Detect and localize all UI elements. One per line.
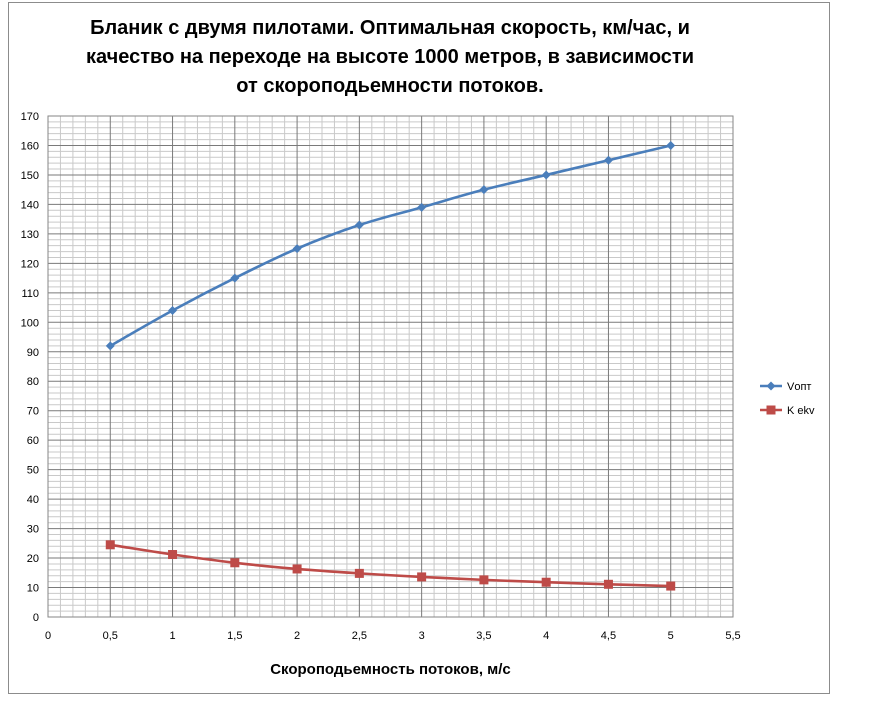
data-point — [105, 540, 115, 550]
y-tick-label: 60 — [27, 435, 39, 447]
minor-gridlines — [48, 116, 733, 617]
y-tick-label: 40 — [27, 494, 39, 506]
data-point — [479, 575, 489, 585]
y-tick-label: 120 — [21, 258, 39, 270]
data-point — [230, 273, 240, 283]
data-point — [292, 244, 302, 254]
chart-title: Бланик с двумя пилотами. Оптимальная ско… — [20, 14, 760, 101]
data-point — [479, 185, 489, 195]
data-point — [417, 202, 427, 212]
legend-swatch-marker — [766, 405, 776, 415]
legend-item: Vопт — [760, 381, 811, 393]
data-point — [168, 550, 178, 560]
y-tick-label: 0 — [33, 612, 39, 624]
y-tick-label: 170 — [21, 111, 39, 123]
legend-label: K ekv — [787, 405, 815, 417]
axis-ticks: 0102030405060708090100110120130140150160… — [21, 111, 741, 642]
y-tick-label: 150 — [21, 170, 39, 182]
major-gridlines — [47, 115, 734, 618]
chart-title-line-2: качество на переходе на высоте 1000 метр… — [86, 46, 694, 68]
data-point — [666, 140, 676, 150]
y-tick-label: 20 — [27, 553, 39, 565]
y-tick-label: 100 — [21, 317, 39, 329]
x-tick-label: 3,5 — [476, 630, 491, 642]
y-tick-label: 30 — [27, 524, 39, 536]
data-point — [354, 220, 364, 230]
data-point — [105, 341, 115, 351]
legend-item: K ekv — [760, 405, 815, 417]
plot-area-border — [47, 115, 734, 618]
series-2 — [105, 540, 676, 591]
legend-swatch-marker — [766, 381, 776, 391]
data-point — [603, 155, 613, 165]
y-tick-label: 90 — [27, 347, 39, 359]
x-tick-label: 1,5 — [227, 630, 242, 642]
x-tick-label: 2,5 — [352, 630, 367, 642]
data-point — [541, 170, 551, 180]
y-tick-label: 50 — [27, 465, 39, 477]
x-tick-label: 4 — [543, 630, 549, 642]
data-point — [417, 572, 427, 582]
series-1 — [105, 140, 676, 351]
x-tick-label: 5 — [668, 630, 674, 642]
data-point — [230, 558, 240, 568]
legend-label: Vопт — [787, 381, 811, 393]
data-point — [541, 577, 551, 587]
y-tick-label: 160 — [21, 140, 39, 152]
y-tick-label: 80 — [27, 376, 39, 388]
y-tick-label: 70 — [27, 406, 39, 418]
x-tick-label: 3 — [419, 630, 425, 642]
x-axis-label: Скороподьемность потоков, м/с — [270, 661, 511, 678]
y-tick-label: 10 — [27, 583, 39, 595]
chart-title-line-3: от скороподьемности потоков. — [236, 75, 544, 97]
data-point — [603, 579, 613, 589]
x-tick-label: 1 — [169, 630, 175, 642]
data-point — [354, 568, 364, 578]
y-tick-label: 110 — [21, 288, 39, 300]
x-tick-label: 5,5 — [725, 630, 740, 642]
data-point — [292, 564, 302, 574]
series-line — [110, 543, 671, 588]
x-tick-label: 0,5 — [103, 630, 118, 642]
x-tick-label: 2 — [294, 630, 300, 642]
data-point — [666, 581, 676, 591]
x-tick-label: 0 — [45, 630, 51, 642]
x-tick-label: 4,5 — [601, 630, 616, 642]
series-line — [109, 144, 672, 348]
data-point — [168, 306, 178, 316]
chart-title-line-1: Бланик с двумя пилотами. Оптимальная ско… — [90, 17, 690, 39]
series-layer — [105, 140, 676, 591]
legend: Vопт K ekv — [760, 381, 815, 417]
y-tick-label: 130 — [21, 229, 39, 241]
y-tick-label: 140 — [21, 199, 39, 211]
